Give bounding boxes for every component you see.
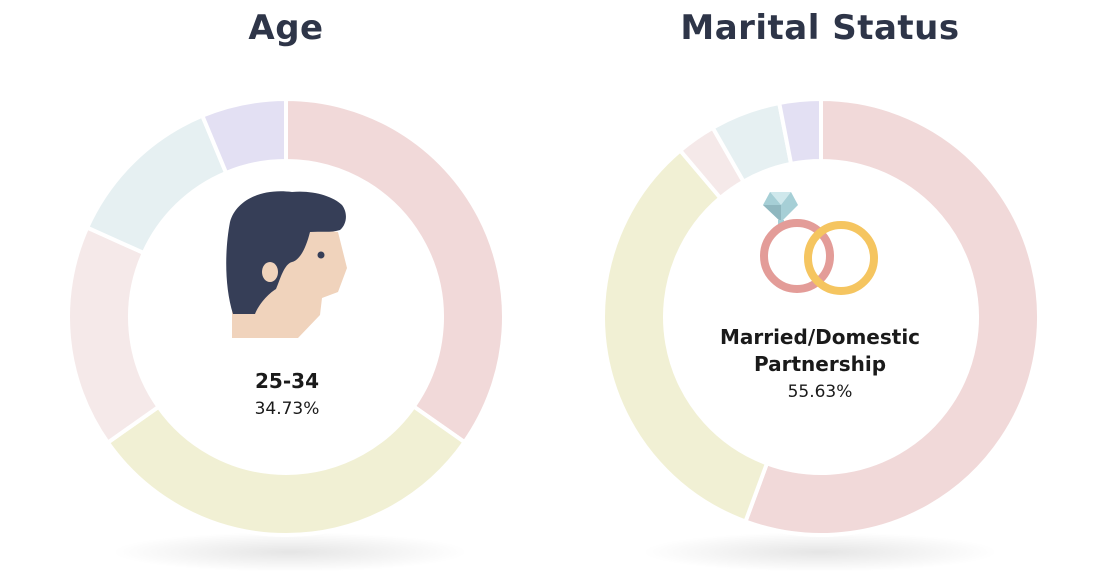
marital-donut-segment-2[interactable] bbox=[601, 147, 770, 525]
marital-highlight-percent: 55.63% bbox=[787, 382, 853, 402]
age-donut bbox=[66, 96, 506, 537]
marital-donut bbox=[601, 96, 1041, 537]
marital-donut-segment-5[interactable] bbox=[776, 96, 823, 167]
marital-status-chart-title: Marital Status bbox=[680, 8, 960, 48]
age-donut-segment-3[interactable] bbox=[66, 224, 162, 446]
marital-donut-segment-1[interactable] bbox=[742, 96, 1041, 537]
donut-charts bbox=[66, 96, 1041, 537]
age-highlight-category: 25-34 bbox=[255, 369, 319, 393]
man-face-icon bbox=[226, 191, 347, 338]
marital-highlight-category-line2: Partnership bbox=[753, 352, 887, 376]
marital-highlight-category-line1: Married/Domestic bbox=[719, 325, 921, 349]
age-highlight-label: 25-34 34.73% bbox=[187, 368, 387, 421]
wedding-rings-icon bbox=[760, 192, 878, 295]
age-donut-segment-1[interactable] bbox=[284, 96, 506, 445]
age-donut-segment-4[interactable] bbox=[84, 113, 229, 256]
age-highlight-percent: 34.73% bbox=[254, 399, 320, 419]
age-donut-segment-2[interactable] bbox=[105, 403, 468, 537]
age-donut-segment-5[interactable] bbox=[199, 96, 288, 176]
marital-highlight-label: Married/Domestic Partnership 55.63% bbox=[700, 324, 940, 404]
age-chart-title: Age bbox=[248, 8, 324, 48]
